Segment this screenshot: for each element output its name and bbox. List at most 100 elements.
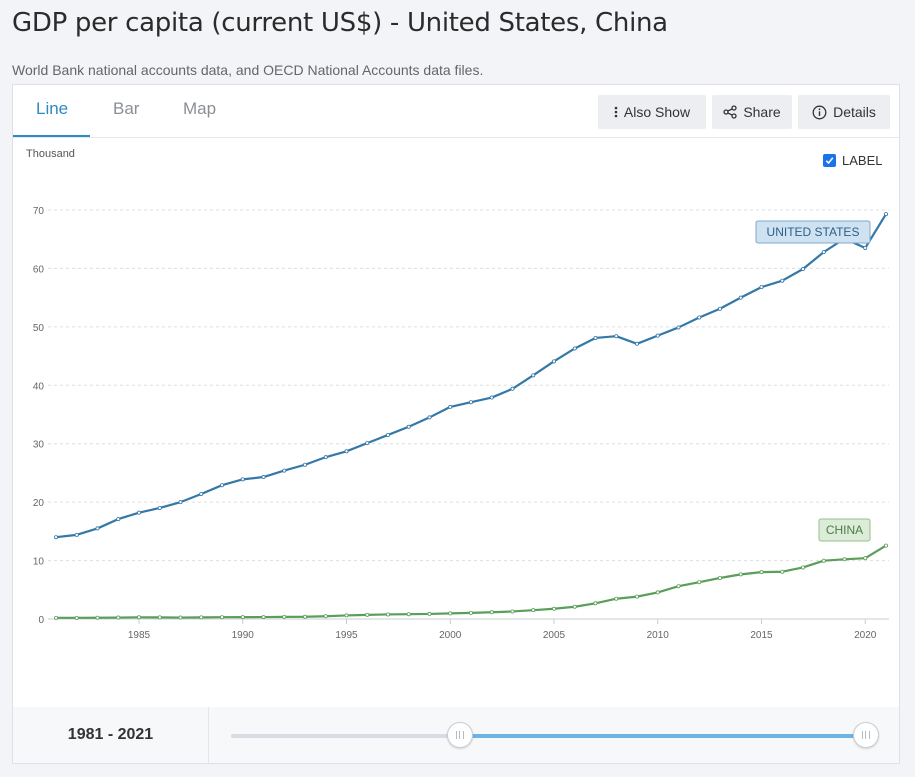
data-point [157,615,162,620]
slider-start-handle[interactable] [447,722,474,748]
data-point [593,601,598,606]
x-tick-label: 2010 [647,630,670,641]
tab-bar[interactable]: Bar [113,99,140,118]
data-point [219,483,224,488]
vertical-ellipsis-icon [614,106,618,118]
data-point [884,543,889,548]
x-tick-label: 2000 [439,630,462,641]
data-point [759,285,764,290]
data-point [344,449,349,454]
data-point [697,315,702,320]
data-point [240,477,245,482]
also-show-label: Also Show [623,104,691,120]
series-label-text: UNITED STATES [767,225,860,239]
x-tick-label: 2005 [543,630,566,641]
tab-line[interactable]: Line [36,99,69,118]
data-point [801,565,806,570]
data-point [406,424,411,429]
grip-icon [456,731,465,739]
x-tick-label: 2015 [750,630,773,641]
label-toggle-text: LABEL [842,153,883,168]
share-button[interactable]: Share [712,95,792,129]
data-point [593,335,598,340]
data-point [282,614,287,619]
data-point [385,612,390,617]
data-point [323,614,328,619]
x-tick-label: 1995 [335,630,358,641]
also-show-button[interactable]: Also Show [598,95,706,129]
data-point [302,614,307,619]
data-point [116,517,121,522]
data-point [801,267,806,272]
data-point [531,373,536,378]
data-point [54,535,59,540]
data-point [385,432,390,437]
y-tick-label: 50 [33,323,45,334]
data-point [95,615,100,620]
data-point [157,505,162,510]
data-point [95,526,100,531]
chart-tabs: Line Bar Map Also Show Share Details [13,85,899,138]
data-point [261,615,266,620]
data-point [655,333,660,338]
x-tick-label: 1985 [128,630,151,641]
data-point [199,491,204,496]
data-point [323,455,328,460]
data-point [676,325,681,330]
data-point [510,609,515,614]
data-point [240,615,245,620]
label-checkbox[interactable] [823,154,836,167]
data-point [282,468,287,473]
series-line-united-states [55,213,887,539]
line-chart: Thousand 0 10 20 30 40 50 60 70 1985 1990 1995 200… [26,148,889,641]
data-point [842,557,847,562]
data-point [614,334,619,339]
data-point [468,610,473,615]
year-range-slider[interactable] [231,722,879,748]
data-point [448,611,453,616]
data-point [572,346,577,351]
x-tick-label: 2020 [854,630,877,641]
label-toggle[interactable]: LABEL [823,153,882,168]
y-tick-label: 0 [38,615,44,626]
slider-end-handle[interactable] [853,722,879,748]
data-point [863,245,868,250]
data-point [635,341,640,346]
data-point [178,500,183,505]
data-point [676,584,681,589]
data-point [116,615,121,620]
share-icon [723,105,737,119]
tab-map[interactable]: Map [183,99,217,118]
chart-panel: Line Bar Map Also Show Share Details LAB… [12,84,900,708]
data-point [427,415,432,420]
data-point [365,612,370,617]
grip-icon [862,731,870,739]
data-point [137,510,142,515]
data-point [552,359,557,364]
checkmark-icon [825,157,834,165]
details-button[interactable]: Details [798,95,890,129]
data-point [406,612,411,617]
data-point [261,475,266,480]
data-point [468,400,473,405]
series-label-box [818,518,871,542]
series-line-china [56,544,887,619]
y-tick-label: 40 [33,381,45,392]
data-point [302,462,307,467]
data-point [821,558,826,563]
data-point [572,604,577,609]
data-point [780,569,785,574]
data-point [821,250,826,255]
data-point [344,613,349,618]
series-label-united-states: UNITED STATES [755,220,871,244]
data-point [74,532,79,537]
y-tick-label: 70 [33,206,45,217]
data-point [137,615,142,620]
data-point [780,278,785,283]
data-point [448,404,453,409]
data-point [738,572,743,577]
slider-selected-range [459,734,865,738]
data-point [718,575,723,580]
info-icon [812,105,827,120]
year-range-footer: 1981 - 2021 [12,707,900,764]
